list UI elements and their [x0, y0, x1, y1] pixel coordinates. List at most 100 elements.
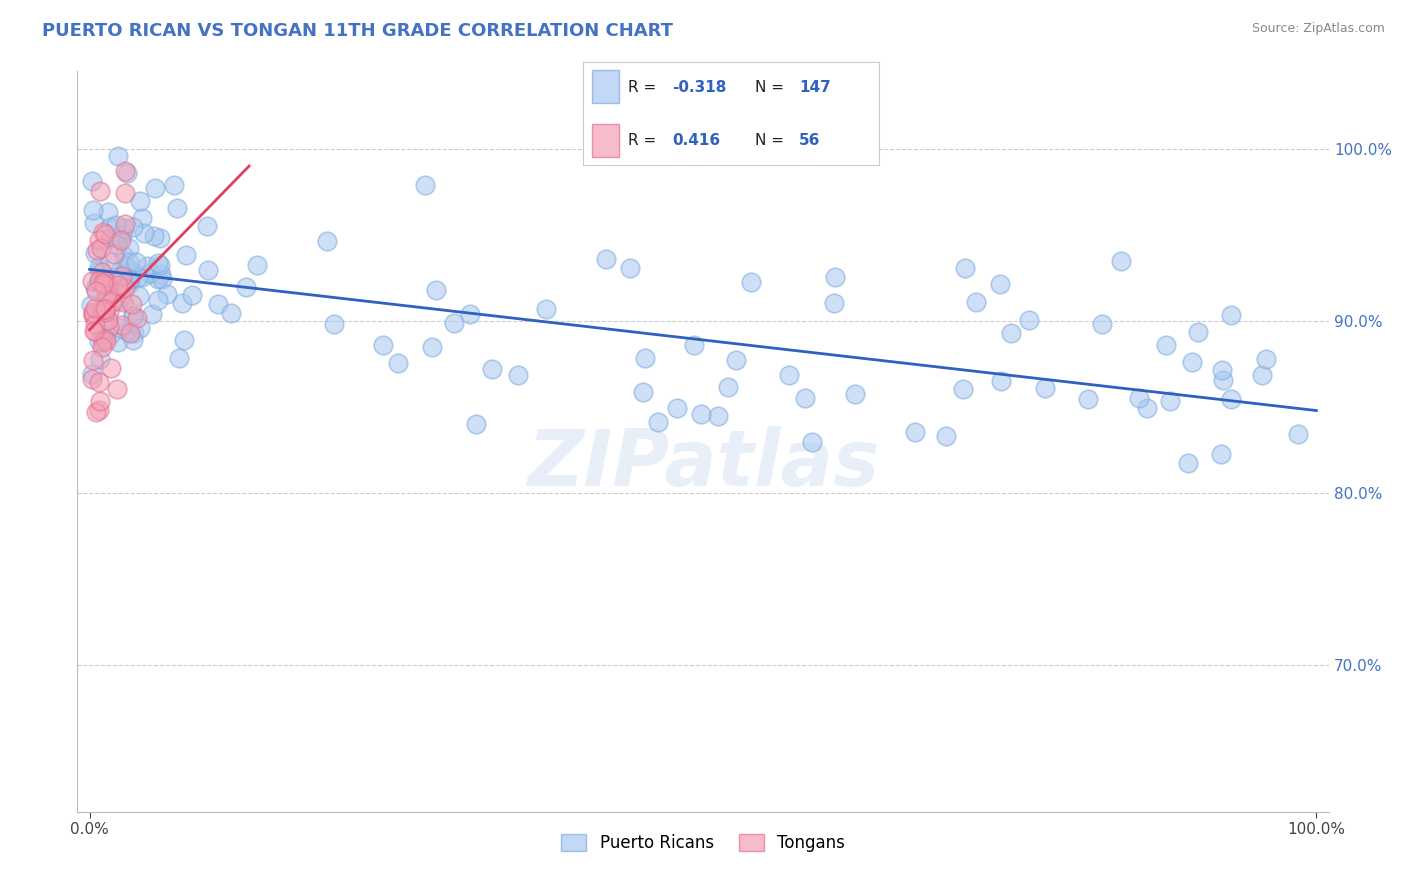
- Point: [717, 380, 740, 394]
- Point: [91, 265, 114, 279]
- Text: ZIPatlas: ZIPatlas: [527, 425, 879, 502]
- Point: [118, 240, 141, 254]
- Point: [595, 252, 617, 267]
- Point: [1033, 381, 1056, 395]
- Text: N =: N =: [755, 79, 783, 95]
- Point: [683, 338, 706, 352]
- Point: [93, 227, 115, 241]
- Point: [1128, 391, 1150, 405]
- Point: [93, 274, 115, 288]
- Point: [87, 275, 110, 289]
- Point: [143, 180, 166, 194]
- Point: [110, 233, 132, 247]
- Point: [93, 274, 115, 288]
- Point: [98, 319, 121, 334]
- Point: [94, 334, 117, 348]
- Text: N =: N =: [755, 133, 783, 148]
- Text: 147: 147: [799, 79, 831, 95]
- Point: [793, 391, 815, 405]
- Point: [80, 367, 103, 381]
- Point: [844, 387, 866, 401]
- Point: [1251, 368, 1274, 382]
- Point: [990, 374, 1012, 388]
- Point: [91, 335, 114, 350]
- Point: [100, 361, 122, 376]
- Point: [1212, 373, 1234, 387]
- Point: [111, 269, 134, 284]
- Point: [425, 283, 447, 297]
- Point: [1091, 318, 1114, 332]
- Point: [166, 201, 188, 215]
- Point: [150, 272, 173, 286]
- Point: [82, 372, 104, 386]
- Point: [197, 262, 219, 277]
- Point: [413, 178, 436, 193]
- Point: [84, 324, 107, 338]
- Point: [111, 318, 134, 332]
- Point: [107, 278, 129, 293]
- Point: [110, 321, 132, 335]
- Point: [82, 307, 104, 321]
- Point: [96, 277, 118, 291]
- Text: R =: R =: [627, 79, 657, 95]
- Point: [80, 298, 103, 312]
- Point: [114, 260, 136, 275]
- Point: [89, 233, 111, 247]
- Text: -0.318: -0.318: [672, 79, 727, 95]
- Point: [114, 186, 136, 201]
- Point: [112, 268, 135, 282]
- Point: [98, 219, 121, 234]
- Point: [83, 317, 105, 331]
- Point: [84, 284, 107, 298]
- Point: [100, 326, 122, 341]
- Point: [87, 403, 110, 417]
- Point: [114, 164, 136, 178]
- Point: [128, 321, 150, 335]
- Point: [122, 308, 145, 322]
- Point: [96, 288, 118, 302]
- Point: [481, 362, 503, 376]
- Point: [315, 234, 337, 248]
- Point: [82, 203, 104, 218]
- Point: [647, 416, 669, 430]
- Point: [97, 287, 120, 301]
- Point: [82, 174, 104, 188]
- Point: [121, 309, 143, 323]
- Point: [107, 335, 129, 350]
- Text: 56: 56: [799, 133, 821, 148]
- Point: [778, 368, 800, 382]
- Point: [387, 357, 409, 371]
- Point: [100, 254, 122, 268]
- Point: [1000, 326, 1022, 340]
- Point: [371, 338, 394, 352]
- Point: [125, 311, 148, 326]
- Point: [93, 278, 115, 293]
- Point: [1159, 393, 1181, 408]
- Point: [114, 249, 136, 263]
- Point: [89, 393, 111, 408]
- Point: [181, 288, 204, 302]
- Point: [146, 256, 169, 270]
- Point: [170, 296, 193, 310]
- Point: [633, 385, 655, 400]
- Point: [122, 333, 145, 347]
- FancyBboxPatch shape: [592, 124, 619, 157]
- Point: [118, 254, 141, 268]
- Point: [131, 269, 153, 284]
- Point: [91, 340, 114, 354]
- Point: [420, 340, 443, 354]
- Point: [117, 273, 139, 287]
- Point: [117, 324, 139, 338]
- Point: [101, 294, 124, 309]
- Point: [89, 351, 111, 366]
- Point: [87, 334, 110, 348]
- Point: [103, 270, 125, 285]
- Point: [94, 292, 117, 306]
- Point: [1211, 363, 1233, 377]
- Point: [156, 287, 179, 301]
- Point: [1187, 325, 1209, 339]
- Point: [84, 301, 107, 316]
- Point: [82, 274, 104, 288]
- Point: [1136, 401, 1159, 415]
- Point: [953, 260, 976, 275]
